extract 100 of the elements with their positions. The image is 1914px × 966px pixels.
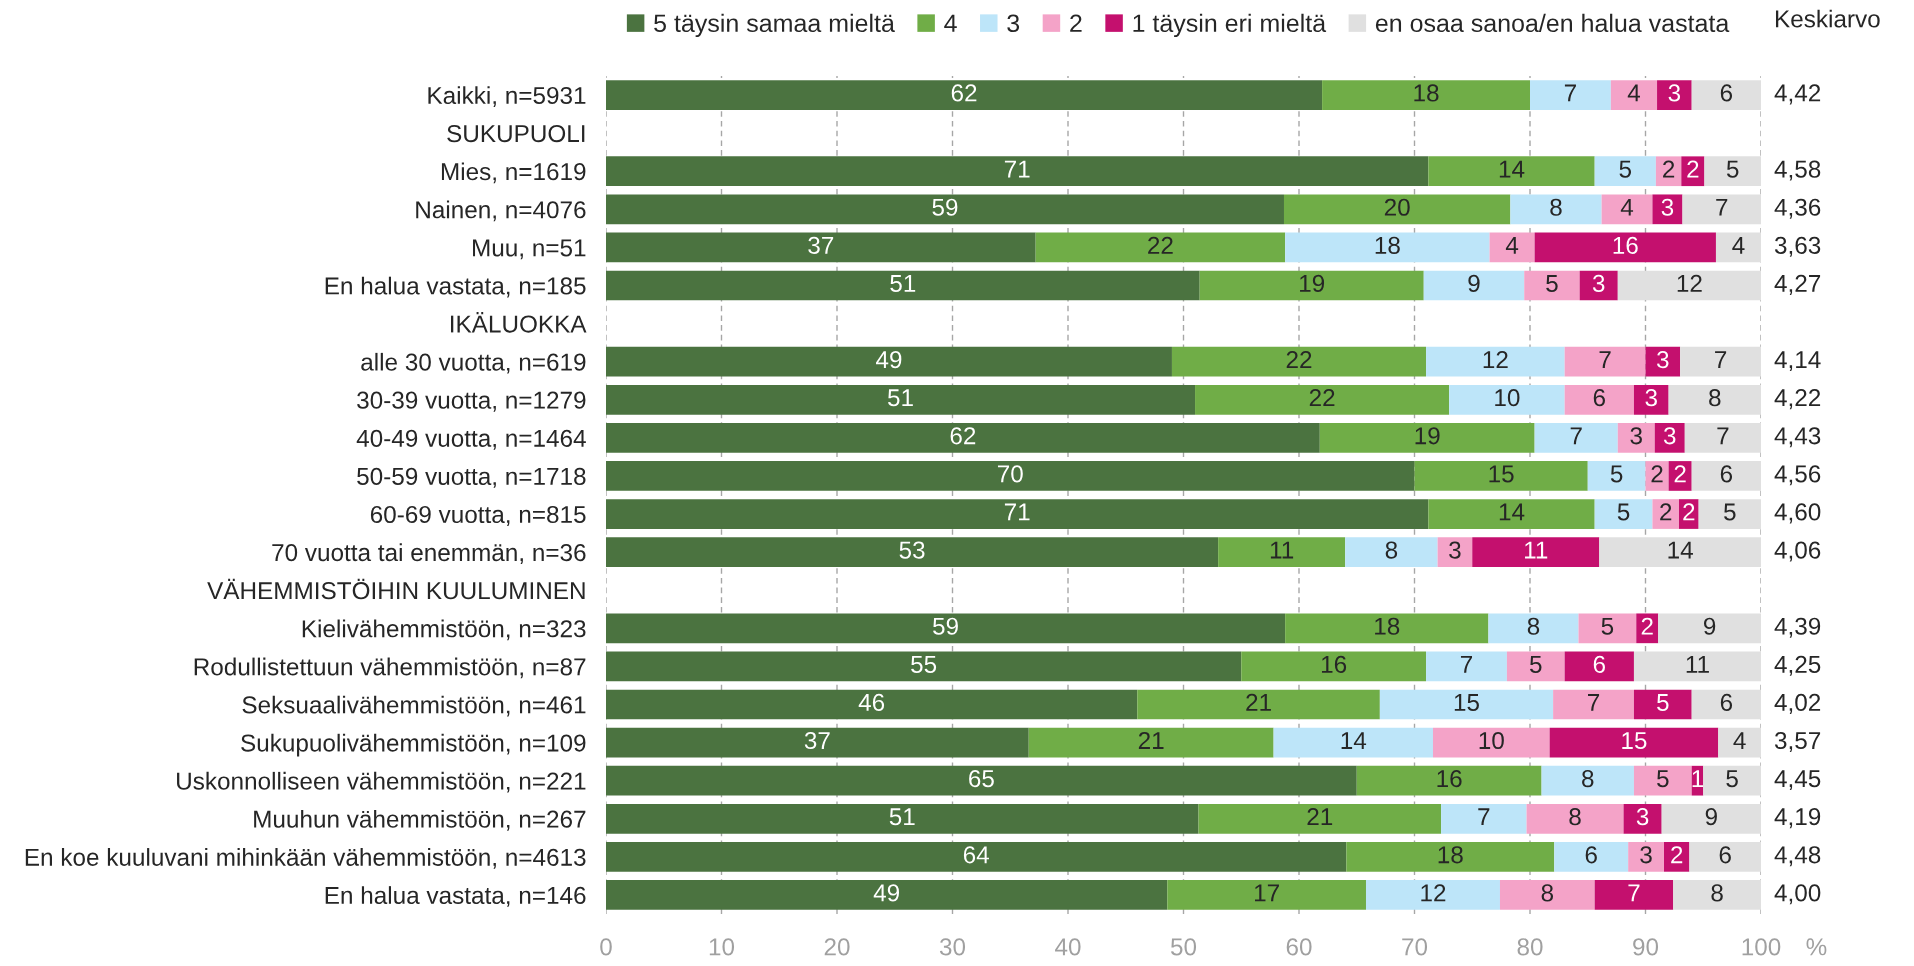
bar bbox=[606, 499, 1429, 529]
data-label: 2 bbox=[1687, 160, 1699, 178]
data-label: 2 bbox=[1671, 846, 1683, 864]
bar bbox=[1137, 689, 1380, 720]
bar bbox=[1594, 880, 1674, 910]
data-label: 7 bbox=[1588, 694, 1600, 711]
data-label: 19 bbox=[1300, 274, 1325, 293]
data-label: 4 bbox=[1627, 84, 1640, 102]
bar bbox=[1499, 880, 1595, 910]
data-label: 9 bbox=[1703, 617, 1716, 635]
bar bbox=[1365, 880, 1500, 910]
bar bbox=[1534, 423, 1618, 453]
x-tick-label: 50 bbox=[1170, 938, 1197, 956]
data-label: 5 bbox=[1657, 770, 1669, 788]
bar bbox=[1423, 270, 1525, 301]
bar bbox=[1681, 156, 1705, 187]
y-tick-label: IKÄLUOKKA bbox=[451, 312, 587, 333]
data-label: 51 bbox=[887, 389, 913, 407]
data-label: 5 bbox=[1657, 694, 1669, 712]
data-label: 8 bbox=[1711, 884, 1723, 902]
bar bbox=[1241, 651, 1427, 682]
bar bbox=[606, 651, 1242, 682]
data-label: 8 bbox=[1541, 884, 1554, 902]
data-label: 2 bbox=[1683, 503, 1695, 521]
bar bbox=[1633, 384, 1669, 415]
y-tick-label: Seksuaalivähemmistöön, n=461 bbox=[242, 695, 586, 717]
x-tick-label: 90 bbox=[1633, 938, 1659, 956]
bar bbox=[606, 270, 1200, 301]
data-label: 8 bbox=[1385, 541, 1398, 559]
data-label: 6 bbox=[1593, 389, 1605, 407]
y-tick-label: 50-59 vuotta, n=1718 bbox=[357, 467, 586, 488]
bar bbox=[1506, 651, 1565, 682]
bar bbox=[1691, 689, 1761, 720]
data-label: 19 bbox=[1415, 427, 1440, 445]
data-label: 2 bbox=[1674, 465, 1686, 483]
data-label: 64 bbox=[963, 846, 989, 864]
bar bbox=[606, 232, 1036, 263]
text: 4,19 bbox=[1774, 808, 1821, 829]
bar bbox=[1594, 499, 1653, 529]
data-label: 5 bbox=[1610, 465, 1623, 483]
bar bbox=[1530, 80, 1611, 110]
bar bbox=[606, 727, 1029, 758]
x-tick-label: 80 bbox=[1517, 938, 1543, 956]
data-label: 5 bbox=[1529, 655, 1542, 673]
y-tick-label: 30-39 vuotta, n=1279 bbox=[357, 391, 586, 412]
data-label: 14 bbox=[1499, 503, 1525, 521]
bar bbox=[1379, 689, 1554, 720]
x-tick-label: 100 bbox=[1742, 938, 1781, 956]
data-label: 22 bbox=[1309, 389, 1335, 407]
data-label: 11 bbox=[1525, 541, 1548, 559]
bar bbox=[1715, 232, 1761, 263]
data-label: 5 bbox=[1617, 503, 1630, 521]
data-label: 3 bbox=[1661, 198, 1674, 216]
bar bbox=[1645, 461, 1669, 491]
bar bbox=[606, 423, 1320, 453]
y-tick-label: VÄHEMMISTÖIHIN KUULUMINEN bbox=[207, 578, 585, 600]
bar bbox=[606, 613, 1286, 644]
x-tick-label: 60 bbox=[1286, 938, 1312, 956]
bar bbox=[1564, 651, 1634, 682]
data-label: 16 bbox=[1321, 655, 1347, 673]
bar bbox=[1167, 880, 1366, 910]
bar bbox=[1541, 765, 1634, 796]
bar bbox=[1601, 194, 1653, 225]
data-label: 46 bbox=[858, 693, 885, 712]
text: 4,45 bbox=[1774, 770, 1821, 791]
bar bbox=[1654, 423, 1685, 453]
bar bbox=[1668, 461, 1692, 491]
data-label: 14 bbox=[1341, 732, 1367, 749]
bar bbox=[1319, 423, 1535, 453]
text: 4,22 bbox=[1774, 389, 1821, 410]
bar bbox=[606, 461, 1415, 491]
data-label: 18 bbox=[1375, 236, 1400, 254]
data-label: 8 bbox=[1582, 769, 1594, 788]
data-label: 6 bbox=[1720, 84, 1733, 102]
text: 4,00 bbox=[1774, 884, 1821, 905]
bar bbox=[1428, 499, 1595, 529]
bar bbox=[1610, 80, 1658, 110]
data-label: 7 bbox=[1716, 198, 1728, 216]
bar bbox=[1345, 537, 1438, 567]
data-label: 7 bbox=[1599, 351, 1611, 368]
data-label: 7 bbox=[1717, 427, 1729, 445]
data-label: 7 bbox=[1628, 884, 1640, 902]
data-label: 21 bbox=[1138, 731, 1164, 749]
y-tick-label: Uskonnolliseen vähemmistöön, n=221 bbox=[177, 771, 586, 793]
y-tick-label: SUKUPUOLI bbox=[447, 124, 585, 143]
data-label: 21 bbox=[1246, 693, 1271, 711]
bar bbox=[1661, 803, 1761, 834]
bar bbox=[1035, 232, 1286, 263]
x-tick-label: 70 bbox=[1402, 938, 1428, 956]
bar bbox=[1668, 384, 1761, 415]
x-tick-label: 0 bbox=[600, 938, 612, 956]
data-label: 5 bbox=[1546, 275, 1558, 293]
bar bbox=[1578, 613, 1637, 644]
bar bbox=[1437, 537, 1473, 567]
bar bbox=[1698, 499, 1761, 529]
bar bbox=[1680, 346, 1761, 377]
data-label: 12 bbox=[1483, 350, 1508, 368]
data-label: 10 bbox=[1479, 731, 1504, 750]
bar bbox=[1426, 346, 1565, 377]
legend-label: 5 täysin samaa mieltä bbox=[654, 13, 895, 38]
